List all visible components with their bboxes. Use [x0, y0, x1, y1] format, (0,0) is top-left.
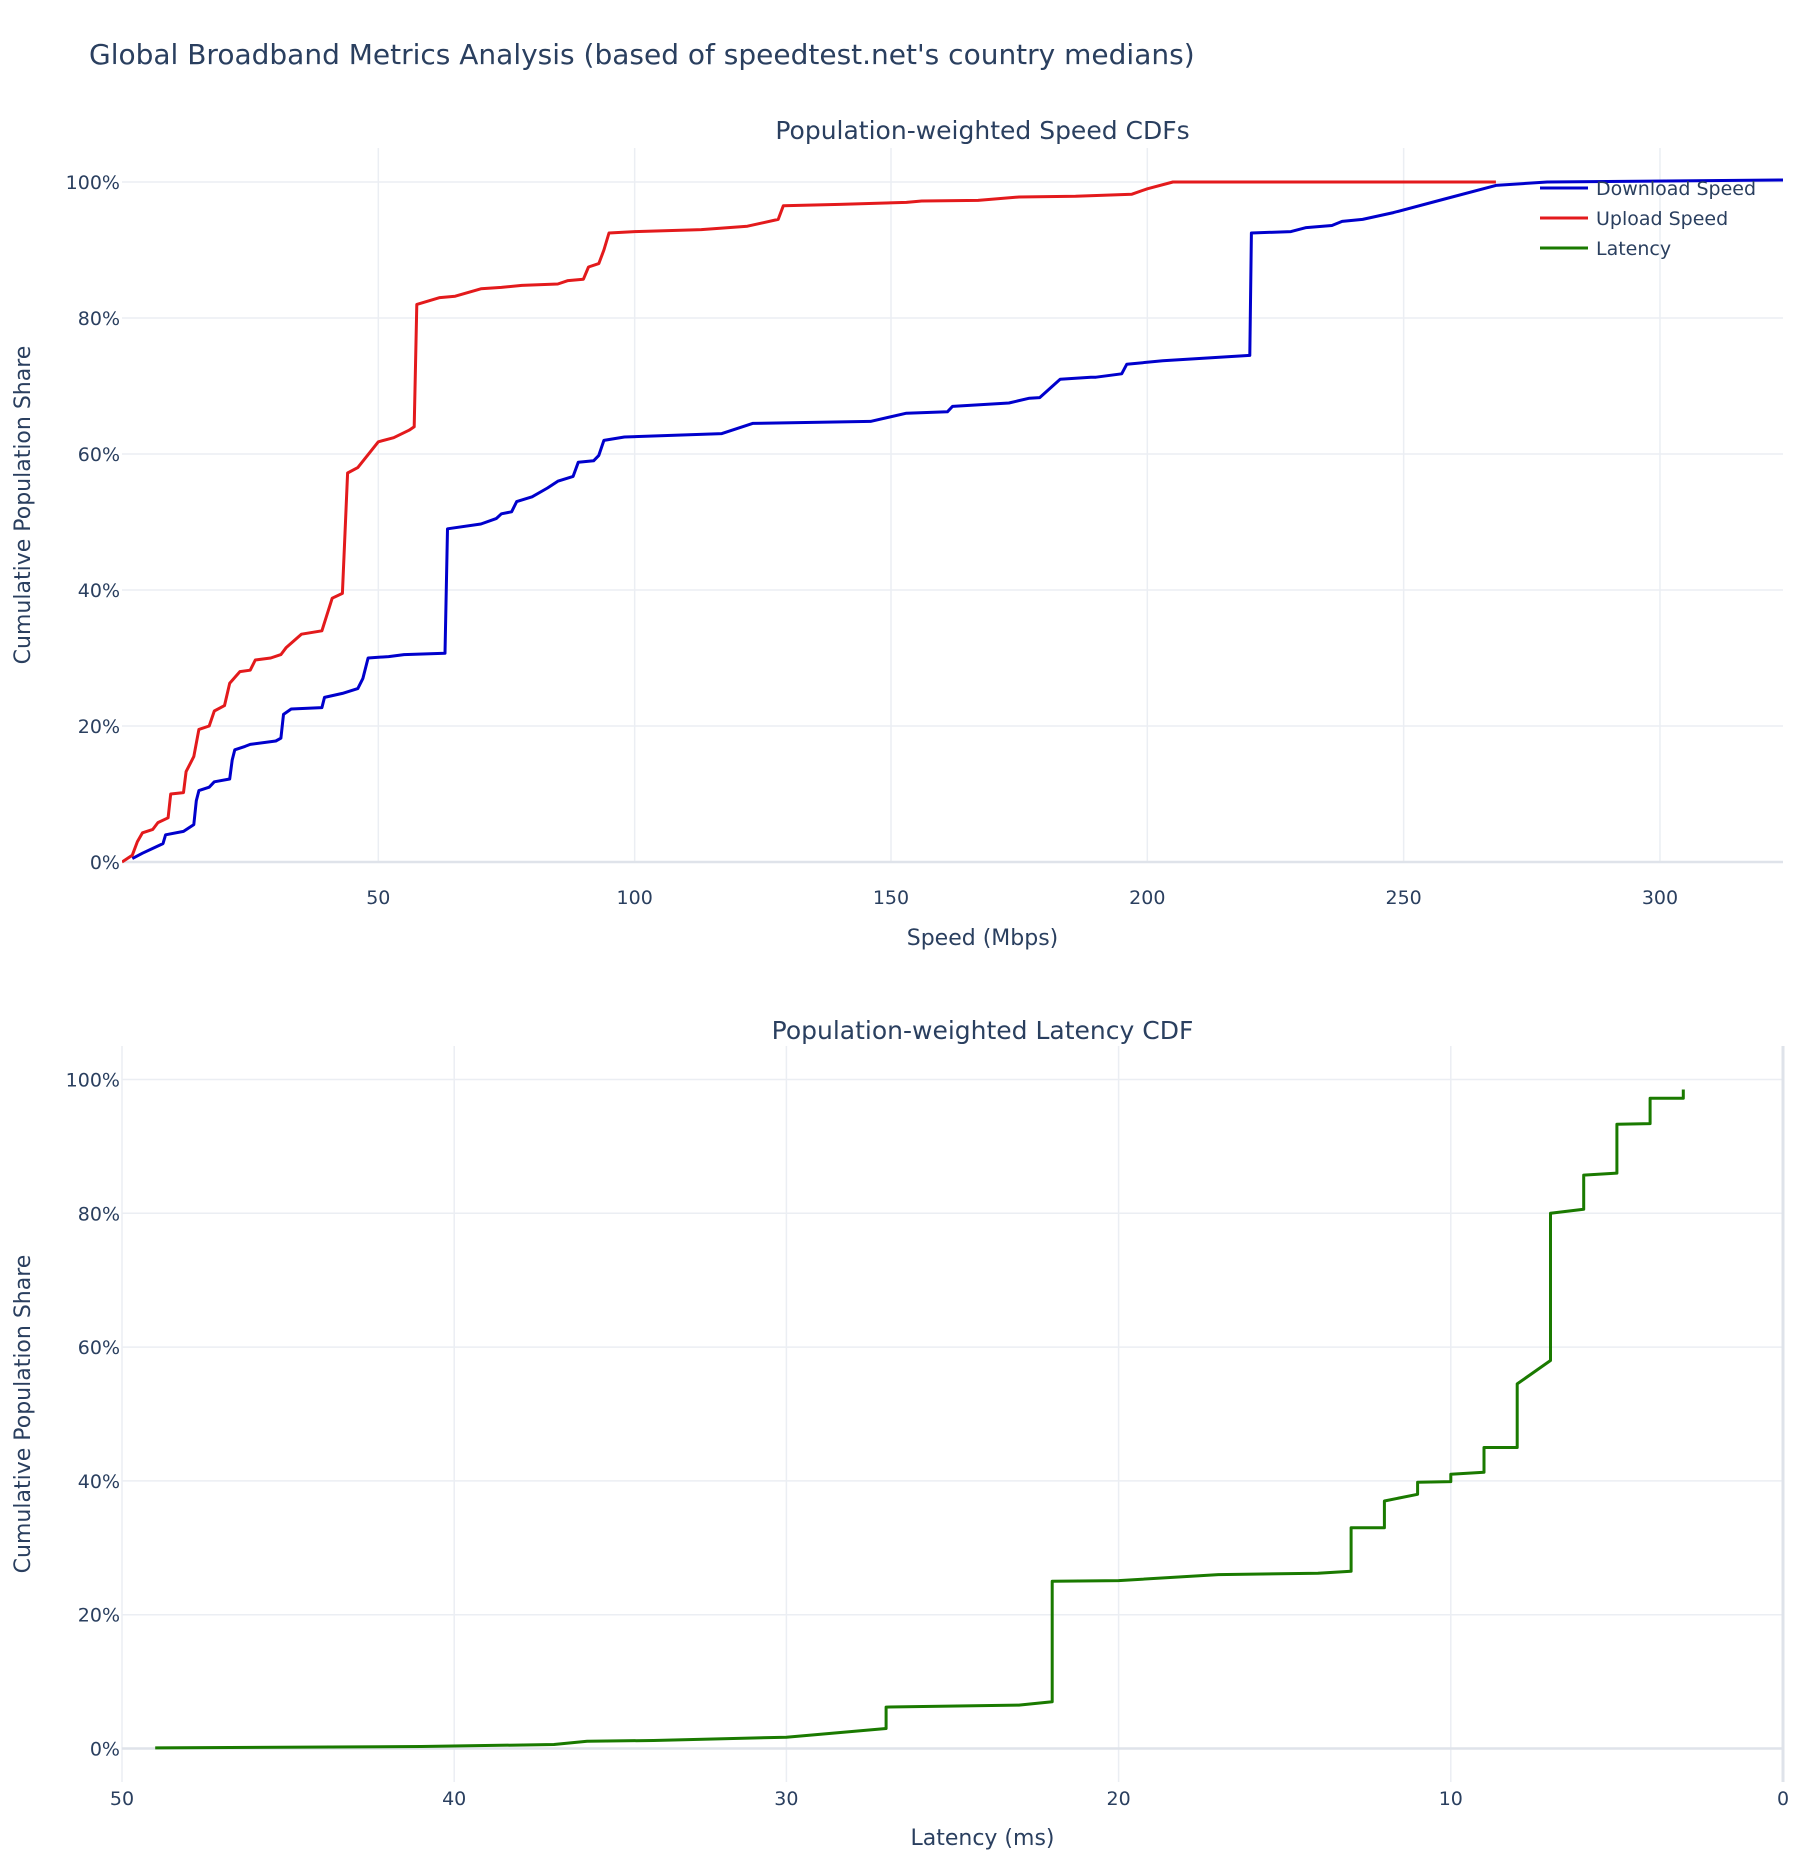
figure-title: Global Broadband Metrics Analysis (based… [89, 38, 1195, 71]
y-tick-label: 40% [78, 1471, 120, 1493]
y-tick-label: 100% [66, 172, 120, 194]
x-tick-label: 100 [617, 887, 653, 909]
x-tick-label: 50 [110, 1788, 134, 1810]
series-line-latency [155, 1089, 1685, 1750]
x-tick-label: 300 [1642, 887, 1678, 909]
x-tick-label: 200 [1129, 887, 1165, 909]
subplot-title: Population-weighted Latency CDF [772, 1016, 1194, 1045]
latency-cdf-panel: 50 40 30 20 10 0 0% 20% 40% 60% 80% 100% Population-… [11, 1016, 1789, 1851]
x-axis-label: Speed (Mbps) [907, 926, 1059, 951]
y-tick-label: 80% [78, 308, 120, 330]
x-tick-label: 50 [366, 887, 390, 909]
x-tick-label: 20 [1107, 1788, 1131, 1810]
x-tick-label: 10 [1439, 1788, 1463, 1810]
y-tick-label: 100% [66, 1069, 120, 1091]
x-tick-label: 150 [873, 887, 909, 909]
y-tick-label: 0% [90, 852, 120, 874]
y-tick-label: 60% [78, 1337, 120, 1359]
x-tick-label: 30 [774, 1788, 798, 1810]
series-line-download-speed [131, 178, 1783, 860]
legend: Download Speed Upload Speed Latency [1540, 178, 1756, 260]
y-tick-label: 0% [90, 1739, 120, 1761]
x-tick-label: 0 [1777, 1788, 1789, 1810]
y-tick-label: 20% [78, 716, 120, 738]
x-axis-label: Latency (ms) [910, 1826, 1054, 1851]
legend-entry: Download Speed [1596, 178, 1756, 200]
y-tick-label: 40% [78, 580, 120, 602]
legend-entry: Latency [1596, 238, 1671, 260]
x-tick-label: 40 [442, 1788, 466, 1810]
x-tick-label: 250 [1386, 887, 1422, 909]
subplot-title: Population-weighted Speed CDFs [775, 116, 1189, 145]
legend-entry: Upload Speed [1596, 208, 1728, 230]
y-axis-label: Cumulative Population Share [11, 346, 36, 665]
y-tick-label: 20% [78, 1605, 120, 1627]
speed-cdf-panel: 50 100 150 200 250 300 0% 20% 40% 60% 80% 100% Popul… [11, 116, 1783, 951]
y-tick-label: 60% [78, 444, 120, 466]
y-axis-label: Cumulative Population Share [11, 1255, 36, 1574]
series-line-upload-speed [122, 180, 1496, 864]
y-tick-label: 80% [78, 1203, 120, 1225]
